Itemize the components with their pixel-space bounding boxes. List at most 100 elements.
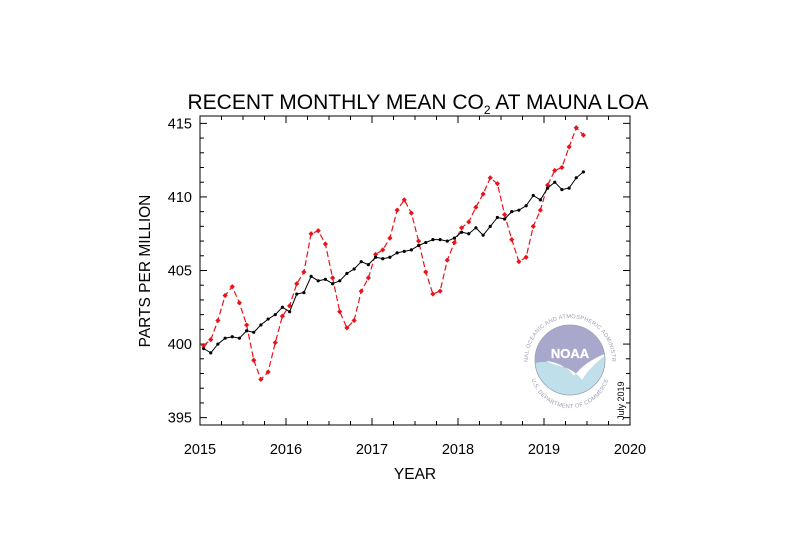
data-point-trend <box>553 180 557 184</box>
data-point-trend <box>202 346 206 351</box>
data-point-trend <box>581 170 585 174</box>
data-point-monthly <box>380 247 386 253</box>
data-point-monthly <box>552 167 558 174</box>
data-point-monthly <box>423 269 429 275</box>
logo-ring-top-text: NATIONAL OCEANIC AND ATMOSPHERIC ADMINIS… <box>0 0 616 362</box>
data-point-trend <box>374 255 378 259</box>
data-point-monthly <box>258 376 264 382</box>
data-point-trend <box>474 226 478 230</box>
data-point-monthly <box>337 309 343 315</box>
x-tick-label: 2018 <box>442 442 474 458</box>
data-point-trend <box>302 290 306 295</box>
data-point-monthly <box>473 204 479 210</box>
data-point-monthly <box>437 288 443 294</box>
y-tick-label: 415 <box>168 116 192 132</box>
data-point-monthly <box>451 239 457 246</box>
series-layer <box>201 125 586 382</box>
chart-title-suffix: AT MAUNA LOA <box>491 91 649 114</box>
data-point-trend <box>438 238 442 242</box>
data-point-trend <box>409 248 413 252</box>
data-point-trend <box>417 243 421 248</box>
data-point-trend <box>259 323 263 327</box>
data-point-trend <box>395 251 399 255</box>
data-point-monthly <box>387 235 393 241</box>
data-point-monthly <box>208 337 214 343</box>
data-point-trend <box>366 263 370 267</box>
data-point-trend <box>280 305 284 309</box>
data-point-trend <box>531 193 535 198</box>
data-point-trend <box>574 176 578 180</box>
data-point-monthly <box>229 284 235 290</box>
x-tick-label: 2019 <box>528 442 560 458</box>
data-point-monthly <box>265 369 271 375</box>
data-point-monthly <box>301 269 307 275</box>
data-point-monthly <box>358 288 364 294</box>
data-point-trend <box>338 279 342 283</box>
data-point-monthly <box>236 300 242 306</box>
data-point-monthly <box>530 223 536 229</box>
data-point-monthly <box>294 281 300 287</box>
data-point-monthly <box>466 219 472 225</box>
data-point-trend <box>252 330 256 334</box>
data-point-monthly <box>215 317 221 324</box>
data-point-trend <box>288 310 292 314</box>
date-note: July 2019 <box>616 381 626 420</box>
data-point-monthly <box>480 191 486 197</box>
y-axis-title: PARTS PER MILLION <box>137 195 154 348</box>
x-tick-label: 2017 <box>356 442 388 458</box>
data-point-trend <box>460 230 464 234</box>
noaa-logo: NATIONAL OCEANIC AND ATMOSPHERIC ADMINIS… <box>0 0 617 410</box>
data-point-monthly <box>330 275 336 281</box>
data-point-trend <box>245 329 249 333</box>
y-tick-label: 405 <box>168 264 192 280</box>
data-point-trend <box>273 313 277 317</box>
series-line-monthly <box>203 126 584 381</box>
data-point-trend <box>309 274 313 278</box>
data-point-trend <box>345 271 349 276</box>
x-tick-label: 2015 <box>184 442 216 458</box>
data-point-monthly <box>344 325 350 331</box>
data-point-monthly <box>365 275 371 281</box>
data-point-monthly <box>373 251 379 257</box>
data-point-monthly <box>566 144 572 150</box>
data-point-trend <box>538 198 542 202</box>
axis-ticks <box>199 116 631 425</box>
data-point-monthly <box>308 231 314 237</box>
data-point-trend <box>216 342 220 346</box>
data-point-monthly <box>494 181 500 187</box>
y-tick-label: 395 <box>168 411 192 427</box>
data-point-monthly <box>394 207 400 213</box>
data-point-monthly <box>244 322 250 328</box>
data-point-monthly <box>430 291 436 297</box>
data-point-monthly <box>509 237 515 243</box>
data-point-monthly <box>444 257 450 263</box>
data-point-monthly <box>222 292 228 299</box>
data-point-trend <box>567 186 571 190</box>
data-point-trend <box>402 249 406 253</box>
data-point-trend <box>266 317 270 321</box>
data-point-monthly <box>416 238 422 244</box>
data-point-trend <box>517 208 521 212</box>
logo-bird-icon <box>546 352 605 380</box>
data-point-monthly <box>487 175 493 181</box>
y-tick-label: 400 <box>168 337 192 353</box>
data-point-monthly <box>580 132 586 138</box>
data-point-monthly <box>523 254 529 260</box>
data-point-monthly <box>401 197 407 203</box>
chart-title: RECENT MONTHLY MEAN CO2 AT MAUNA LOA <box>187 91 648 117</box>
data-point-monthly <box>516 259 522 265</box>
x-tick-label: 2020 <box>614 442 646 458</box>
series-monthly <box>201 125 586 382</box>
x-tick-label: 2016 <box>270 442 302 458</box>
data-point-trend <box>424 240 428 245</box>
data-point-monthly <box>537 207 543 213</box>
data-point-trend <box>352 267 356 271</box>
data-point-trend <box>560 187 564 192</box>
chart-title-subscript: 2 <box>484 103 491 117</box>
data-point-trend <box>237 336 241 340</box>
data-point-monthly <box>201 342 207 349</box>
data-point-trend <box>323 277 327 281</box>
data-point-monthly <box>322 241 328 247</box>
